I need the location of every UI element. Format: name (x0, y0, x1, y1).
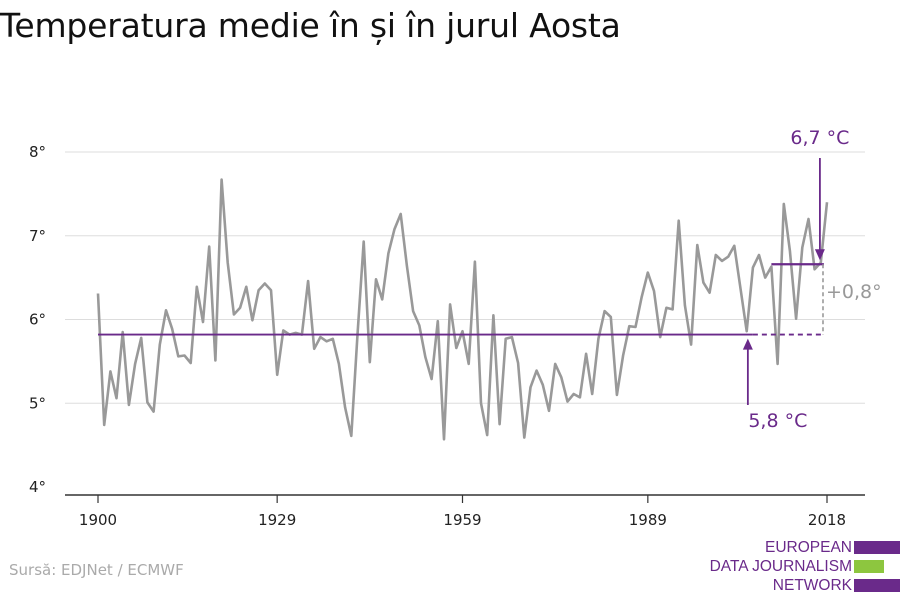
temperature-line (96, 178, 829, 441)
chart-title: Temperatura medie în și în jurul Aosta (0, 6, 621, 45)
x-tick-label: 2018 (808, 511, 846, 529)
y-axis: 4° 5° 6° 7° 8° (29, 143, 46, 496)
logo-line-1: EUROPEAN (765, 539, 852, 556)
annotations: 5,8 °C 6,7 °C +0,8° (98, 127, 882, 432)
y-tick-label: 7° (29, 227, 46, 245)
logo-bar-bottom (854, 579, 900, 592)
recent-label: 6,7 °C (790, 127, 849, 149)
baseline-label: 5,8 °C (748, 410, 807, 432)
y-tick-label: 8° (29, 143, 46, 161)
y-tick-label: 5° (29, 394, 46, 412)
x-axis: 1900 1929 1959 1989 2018 (65, 494, 865, 529)
x-tick-label: 1900 (79, 511, 117, 529)
difference-label: +0,8° (826, 281, 882, 303)
recent-arrowhead (814, 249, 825, 261)
x-tick-label: 1959 (443, 511, 481, 529)
logo-text: EUROPEAN DATA JOURNALISM NETWORK (710, 538, 852, 595)
baseline-arrowhead (742, 338, 753, 350)
series-layer (96, 178, 829, 441)
x-tick-label: 1989 (629, 511, 667, 529)
edjnet-logo: EUROPEAN DATA JOURNALISM NETWORK (700, 538, 900, 596)
chart: 4° 5° 6° 7° 8° 1900 1929 1959 1989 2018 5,8 °C 6,… (29, 127, 882, 529)
logo-bar-top (854, 541, 900, 554)
y-tick-label: 4° (29, 478, 46, 496)
logo-bars (854, 541, 900, 598)
y-tick-label: 6° (29, 311, 46, 329)
logo-line-2: DATA JOURNALISM (709, 558, 852, 575)
logo-bar-middle (854, 560, 884, 573)
gridlines (65, 151, 865, 404)
x-tick-label: 1929 (258, 511, 296, 529)
source-note: Sursă: EDJNet / ECMWF (9, 561, 184, 579)
logo-line-3: NETWORK (772, 577, 852, 594)
